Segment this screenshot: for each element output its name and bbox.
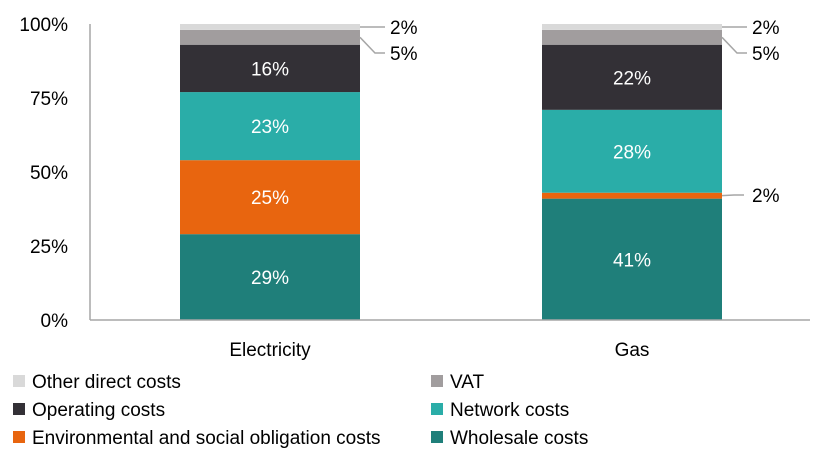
legend-swatch [431,375,443,387]
bar-segment [542,24,722,30]
data-label: 2% [390,18,418,39]
data-label: 16% [251,59,289,80]
legend-swatch [13,403,25,415]
data-label: 5% [752,44,780,65]
legend-swatch [431,431,443,443]
data-label: 29% [251,268,289,289]
data-label: 41% [613,250,651,271]
leader-line [722,37,747,53]
bar-segment [180,30,360,45]
leader-line [722,195,744,196]
y-tick-label: 100% [19,15,68,36]
legend-label: Operating costs [32,400,165,421]
bar-segment [180,24,360,30]
y-tick-label: 50% [30,163,68,184]
leader-line [360,37,385,53]
legend-label: VAT [450,372,485,393]
legend-label: Network costs [450,400,569,421]
legend-label: Other direct costs [32,372,181,393]
data-label: 2% [752,18,780,39]
y-tick-label: 75% [30,89,68,110]
data-label: 28% [613,142,651,163]
data-label: 5% [390,44,418,65]
bar-segment [542,193,722,199]
y-tick-label: 0% [41,311,69,332]
bar-segment [542,30,722,45]
legend-swatch [13,431,25,443]
legend-label: Wholesale costs [450,428,588,449]
data-label: 22% [613,68,651,89]
legend-swatch [13,375,25,387]
data-label: 25% [251,188,289,209]
legend-label: Environmental and social obligation cost… [32,428,381,449]
y-tick-label: 25% [30,237,68,258]
data-label: 2% [752,186,780,207]
x-tick-label: Gas [615,340,650,361]
x-tick-label: Electricity [229,340,311,361]
legend-swatch [431,403,443,415]
data-label: 23% [251,117,289,138]
